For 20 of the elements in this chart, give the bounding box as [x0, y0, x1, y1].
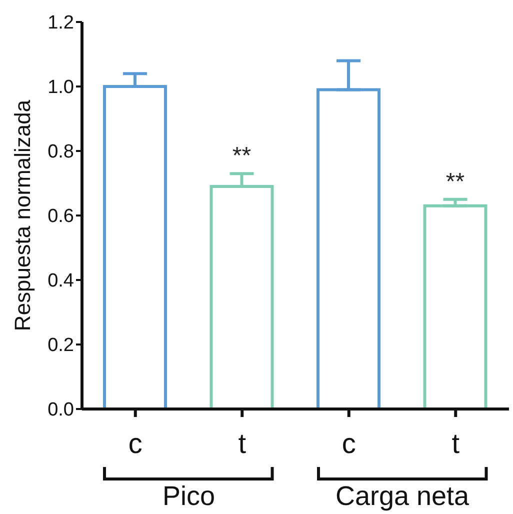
- bar: [423, 204, 488, 409]
- y-tick-label: 0.8: [48, 142, 74, 163]
- y-tick-label: 0.0: [48, 400, 74, 421]
- text: Pico: [161, 481, 216, 512]
- y-tick-label: 0.2: [48, 335, 74, 356]
- y-tick-label: 0.4: [48, 270, 74, 292]
- y-axis-title: Respuesta normalizada: [10, 99, 35, 332]
- y-tick-label: 0.6: [48, 206, 74, 228]
- text: Carga neta: [334, 481, 470, 512]
- x-tick-label: c: [342, 428, 356, 459]
- annotation: **: [232, 142, 252, 170]
- bar: [316, 88, 380, 409]
- annotation: **: [446, 168, 465, 196]
- y-tick-label: 1.0: [48, 77, 74, 98]
- x-tick-label: t: [452, 428, 460, 459]
- x-tick-label: t: [238, 428, 246, 459]
- y-tick-label: 1.2: [48, 12, 74, 34]
- x-tick-label: c: [128, 428, 142, 459]
- bar: [210, 184, 274, 409]
- bar: [103, 85, 167, 409]
